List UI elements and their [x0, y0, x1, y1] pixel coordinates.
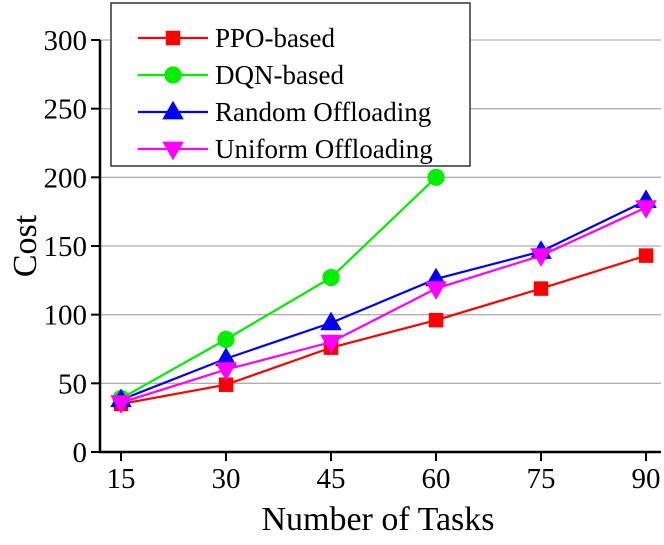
circle-marker-icon [427, 168, 445, 186]
legend: PPO-based DQN-based Random Offloading Unifo… [110, 2, 471, 167]
legend-label: Uniform Offloading [215, 134, 433, 164]
legend-item: Random Offloading [138, 97, 431, 127]
square-marker-icon [533, 281, 549, 296]
x-tick-label: 15 [107, 463, 136, 495]
series-random-offloading [110, 189, 657, 408]
triangle-up-marker-icon [162, 100, 184, 120]
triangle-up-marker-icon [320, 311, 342, 331]
square-marker-icon [165, 30, 181, 46]
series-line [120, 254, 647, 406]
series-lines [110, 168, 657, 414]
y-tick-label: 200 [44, 162, 88, 194]
triangle-down-marker-icon [635, 200, 657, 219]
x-tick-label: 90 [632, 463, 661, 495]
circle-marker-icon [164, 66, 182, 84]
legend-item: DQN-based [138, 60, 344, 90]
circle-marker-icon [217, 330, 235, 348]
triangle-down-marker-icon [215, 362, 237, 381]
x-tick-label: 60 [422, 463, 451, 495]
y-tick-label: 300 [44, 25, 88, 57]
triangle-down-marker-icon [110, 395, 132, 414]
y-tick-label: 50 [58, 368, 87, 400]
x-tick-label: 75 [527, 463, 556, 495]
x-axis-title: Number of Tasks [261, 501, 494, 538]
series-dqn-based [112, 168, 445, 408]
square-marker-icon [638, 248, 654, 263]
y-tick-label: 250 [44, 94, 88, 126]
y-axis-title: Cost [7, 214, 44, 277]
circle-marker-icon [322, 268, 340, 287]
legend-item: Uniform Offloading [138, 134, 433, 164]
x-tick-label: 30 [212, 463, 241, 495]
triangle-down-marker-icon [530, 248, 552, 267]
triangle-down-marker-icon [162, 141, 184, 161]
triangle-down-marker-icon [425, 281, 447, 300]
series-ppo-based [113, 248, 654, 412]
legend-label: PPO-based [215, 23, 335, 53]
series-uniform-offloading [110, 200, 657, 414]
series-line [120, 206, 647, 404]
axes: 0 50 100 150 200 250 300 15 30 45 60 75 90 [44, 25, 661, 495]
legend-label: DQN-based [215, 60, 344, 90]
y-tick-label: 100 [44, 300, 88, 332]
series-line [120, 199, 647, 401]
triangle-down-marker-icon [320, 334, 342, 354]
series-line [120, 176, 437, 400]
legend-item: PPO-based [138, 23, 335, 53]
square-marker-icon [428, 312, 444, 328]
x-tick-label: 45 [317, 463, 346, 495]
y-tick-label: 150 [44, 231, 88, 263]
legend-label: Random Offloading [215, 97, 431, 127]
y-tick-label: 0 [73, 437, 88, 469]
legend-box [110, 2, 471, 167]
